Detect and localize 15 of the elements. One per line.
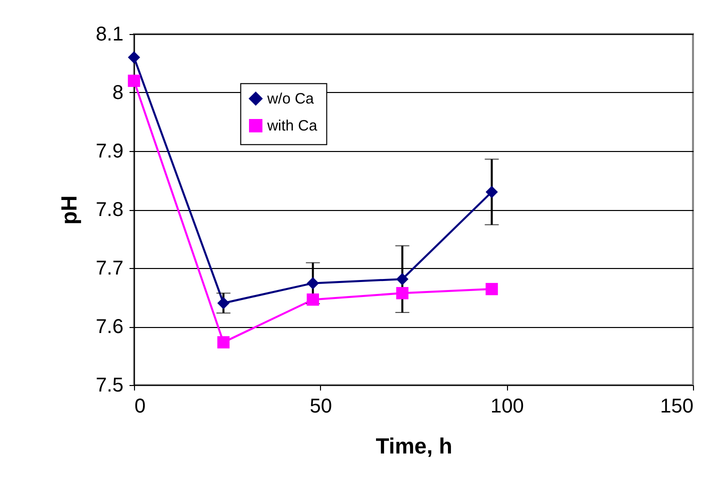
y-tick-label: 7.8 (96, 199, 124, 221)
y-tick-label: 7.9 (96, 140, 124, 162)
x-axis-title: Time, h (376, 434, 452, 458)
y-tick-label: 8 (112, 82, 124, 104)
y-tick-label: 8.1 (96, 24, 124, 46)
x-tick-label: 50 (310, 396, 332, 418)
legend-label: with Ca (266, 118, 318, 135)
y-axis-title: pH (56, 195, 82, 225)
y-tick-label: 7.6 (96, 316, 124, 338)
legend-label: w/o Ca (266, 90, 315, 108)
x-tick-label: 150 (660, 396, 694, 418)
y-tick-label: 7.5 (96, 374, 124, 396)
x-tick-label: 100 (490, 396, 524, 418)
y-tick-label: 7.7 (96, 258, 124, 280)
x-tick-label: 0 (134, 396, 146, 418)
